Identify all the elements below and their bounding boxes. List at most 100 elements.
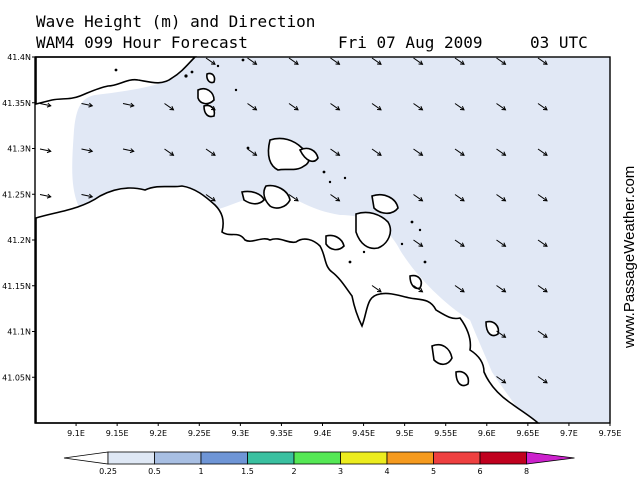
lat-tick-label: 41.2N — [7, 236, 31, 245]
wave-arrow-head — [210, 196, 216, 202]
island-tavolara — [355, 211, 392, 250]
legend-label: 8 — [524, 467, 529, 476]
wave-arrow — [288, 194, 299, 202]
wave-arrow — [205, 194, 216, 202]
longitude-axis: 9.1E 9.15E 9.2E 9.25E 9.3E 9.35E 9.4E 9.45E 9.5E… — [67, 423, 621, 438]
wave-arrow — [537, 239, 548, 247]
island-east-2 — [455, 370, 470, 387]
wave-arrow — [164, 148, 174, 156]
wave-arrow-head — [459, 60, 465, 65]
island-caprera — [298, 147, 319, 163]
wave-arrow-head — [418, 151, 424, 156]
wave-arrow — [496, 376, 506, 384]
wave-arrow — [330, 57, 340, 65]
wave-arrow-head — [501, 287, 507, 293]
wave-arrow-head — [46, 102, 52, 108]
map-title: Wave Height (m) and Direction — [36, 12, 316, 31]
wave-arrow-head — [459, 287, 465, 293]
wave-arrow — [371, 148, 382, 156]
lon-tick-label: 9.75E — [599, 429, 622, 438]
forecast-time: 03 UTC — [530, 33, 588, 52]
wave-arrow-head — [501, 105, 507, 111]
wave-arrow — [288, 103, 299, 111]
wave-arrow — [537, 103, 548, 111]
wave-arrow-head — [542, 287, 548, 293]
wave-arrow — [122, 148, 134, 152]
wave-arrow-head — [418, 60, 424, 65]
wave-arrow — [454, 239, 465, 247]
wave-arrow-head — [293, 60, 299, 65]
legend-label: 1.5 — [241, 467, 254, 476]
wave-arrow — [413, 239, 423, 247]
wave-arrow — [81, 148, 93, 152]
lon-tick-label: 9.3E — [231, 429, 249, 438]
wave-arrow-head — [169, 105, 175, 111]
island-budelli — [241, 190, 265, 205]
wave-arrow-head — [459, 105, 465, 111]
brand-text: www.PassageWeather.com — [621, 166, 638, 349]
wave-arrow — [413, 103, 423, 111]
wave-arrow — [205, 57, 216, 65]
wave-arrow-head — [501, 151, 507, 156]
wave-arrow-head — [88, 102, 94, 108]
wave-arrow — [537, 376, 548, 384]
wave-arrow-head — [335, 151, 341, 156]
forecast-date: Fri 07 Aug 2009 — [338, 33, 483, 52]
wave-arrow-head — [418, 242, 424, 247]
legend-label: 4 — [384, 467, 389, 476]
wave-height-legend: 0.25 0.5 1 1.5 2 3 4 5 6 8 — [63, 451, 575, 476]
island-north-1 — [197, 87, 215, 105]
small-islets — [114, 58, 427, 264]
lon-tick-label: 9.25E — [188, 429, 211, 438]
wave-field-area — [72, 57, 611, 423]
wave-arrow-head — [542, 60, 548, 65]
wave-arrow-head — [88, 193, 94, 199]
wave-arrow-head — [376, 287, 382, 293]
wave-arrow-head — [418, 196, 424, 202]
wave-arrow — [454, 57, 465, 65]
wave-arrow — [205, 103, 216, 111]
wave-arrow-head — [88, 148, 94, 154]
lat-tick-label: 41.1N — [7, 328, 31, 337]
legend-label: 5 — [431, 467, 436, 476]
wave-arrow-head — [459, 151, 465, 156]
wave-direction-arrows — [39, 57, 548, 384]
wave-arrow-head — [418, 287, 424, 293]
lat-tick-label: 41.15N — [2, 282, 31, 291]
wave-arrow — [537, 57, 548, 65]
wave-arrow — [496, 330, 506, 338]
wave-arrow-head — [335, 105, 341, 111]
legend-swatch — [479, 451, 527, 465]
wave-arrow — [81, 194, 93, 198]
wave-arrow — [496, 285, 506, 293]
legend-swatch — [386, 451, 434, 465]
lon-tick-label: 9.5E — [396, 429, 414, 438]
wave-arrow — [371, 285, 382, 293]
coastline — [35, 56, 541, 424]
island-north-3 — [206, 72, 216, 84]
wave-arrow — [413, 194, 423, 202]
wave-arrow-head — [252, 151, 258, 156]
wave-arrow — [496, 148, 506, 156]
wave-arrow — [413, 148, 423, 156]
wave-arrow — [454, 148, 465, 156]
wave-arrow-head — [293, 196, 299, 202]
legend-swatch — [526, 451, 575, 465]
wave-arrow — [81, 103, 93, 107]
lon-tick-label: 9.45E — [352, 429, 375, 438]
wave-arrow-head — [252, 105, 258, 111]
wave-arrow — [371, 103, 382, 111]
wave-arrow — [537, 330, 548, 338]
wave-arrow — [454, 285, 465, 293]
wave-arrow — [330, 148, 340, 156]
wave-arrow-head — [335, 196, 341, 202]
wave-arrow — [330, 103, 340, 111]
legend-swatch — [340, 451, 388, 465]
lat-tick-label: 41.25N — [2, 190, 31, 199]
island-santo-stefano — [325, 234, 345, 251]
wave-arrow-head — [542, 196, 548, 202]
wave-arrow — [39, 194, 51, 198]
wave-arrow-head — [501, 378, 507, 384]
wave-arrow-head — [418, 105, 424, 111]
